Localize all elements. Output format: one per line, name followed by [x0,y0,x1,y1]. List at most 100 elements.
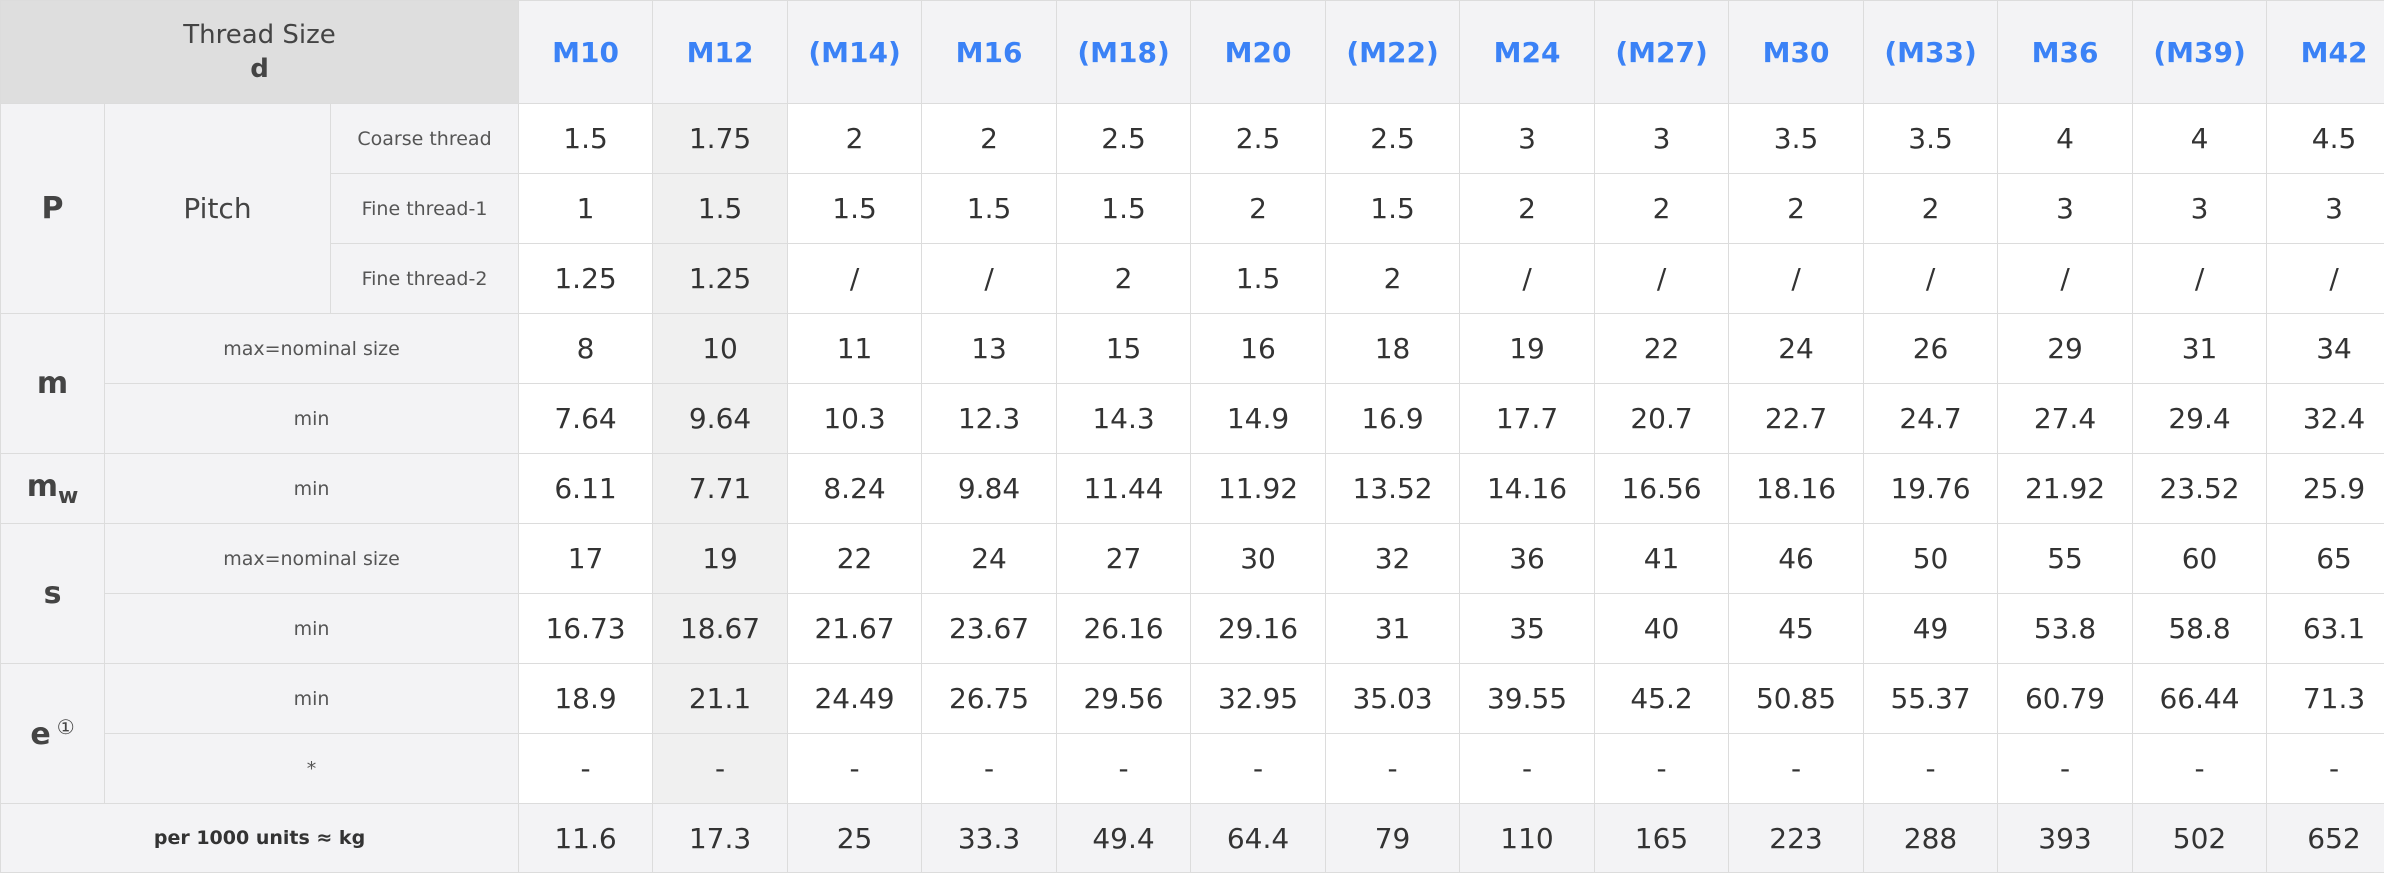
cell-fine2-m36: / [1997,243,2134,314]
cell-s-min-m24: 35 [1459,593,1596,664]
cell-e-min-m27: 45.2 [1594,663,1730,734]
cell-m-max-m30: 24 [1728,313,1865,384]
row-weight: per 1000 units ≈ kg 11.6 17.3 25 33.3 49.4 64… [0,803,2384,873]
cell-coarse-m18: 2.5 [1056,103,1192,174]
cell-fine2-m42: / [2266,243,2384,314]
cell-e-min-m16: 26.75 [921,663,1058,734]
cell-m-min-m18: 14.3 [1056,383,1192,454]
cell-m-max-m24: 19 [1459,313,1596,384]
cell-mw-min-m33: 19.76 [1863,453,1999,524]
pitch-symbol: P [0,103,105,314]
cell-m-max-m27: 22 [1594,313,1730,384]
e-symbol-letter: e [30,717,51,752]
cell-weight-m22: 79 [1325,803,1461,873]
cell-weight-m12: 17.3 [652,803,789,873]
cell-mw-min-m36: 21.92 [1997,453,2134,524]
cell-mw-min-m30: 18.16 [1728,453,1865,524]
cell-m-max-m20: 16 [1190,313,1327,384]
pitch-label: Pitch [104,103,331,314]
cell-m-max-m42: 34 [2266,313,2384,384]
cell-e-min-m20: 32.95 [1190,663,1327,734]
cell-s-max-m18: 27 [1056,523,1192,594]
cell-e-min-m33: 55.37 [1863,663,1999,734]
cell-e-min-m39: 66.44 [2132,663,2268,734]
cell-s-min-m42: 63.1 [2266,593,2384,664]
cell-m-max-m18: 15 [1056,313,1192,384]
mw-symbol-subscript: w [57,483,79,509]
cell-e-star-m33: - [1863,733,1999,804]
cell-weight-m10: 11.6 [518,803,654,873]
cell-fine1-m10: 1 [518,173,654,244]
cell-fine2-m14: / [787,243,923,314]
cell-e-star-m36: - [1997,733,2134,804]
cell-e-star-m39: - [2132,733,2268,804]
cell-fine2-m22: 2 [1325,243,1461,314]
cell-m-min-m10: 7.64 [518,383,654,454]
fine-thread-1-label: Fine thread-1 [329,173,520,244]
cell-e-star-m12: - [652,733,789,804]
cell-m-min-m14: 10.3 [787,383,923,454]
fine-thread-2-label: Fine thread-2 [329,243,520,314]
cell-m-min-m12: 9.64 [652,383,789,454]
e-min-label: min [103,663,520,734]
thread-size-m18: (M18) [1056,0,1192,104]
row-s-max: s max=nominal size 17 19 22 24 27 30 32 36 41 46 5… [0,523,2384,664]
cell-mw-min-m20: 11.92 [1190,453,1327,524]
mw-symbol: mw [0,453,105,524]
cell-fine1-m27: 2 [1594,173,1730,244]
cell-weight-m39: 502 [2132,803,2268,873]
cell-m-max-m36: 29 [1997,313,2134,384]
cell-m-max-m33: 26 [1863,313,1999,384]
cell-m-min-m30: 22.7 [1728,383,1865,454]
cell-s-max-m12: 19 [652,523,789,594]
cell-s-min-m18: 26.16 [1056,593,1192,664]
cell-e-min-m18: 29.56 [1056,663,1192,734]
cell-fine1-m16: 1.5 [921,173,1058,244]
cell-s-min-m12: 18.67 [652,593,789,664]
cell-m-max-m22: 18 [1325,313,1461,384]
cell-s-max-m30: 46 [1728,523,1865,594]
m-max-label: max=nominal size [103,313,520,384]
cell-m-min-m24: 17.7 [1459,383,1596,454]
cell-s-max-m14: 22 [787,523,923,594]
row-fine-thread-1: Fine thread-1 1 1.5 1.5 1.5 1.5 2 1.5 2 2 2 2 3 3 3 [1,173,2384,244]
cell-fine1-m33: 2 [1863,173,1999,244]
cell-weight-m24: 110 [1459,803,1596,873]
cell-fine2-m30: / [1728,243,1865,314]
cell-weight-m27: 165 [1594,803,1730,873]
cell-coarse-m42: 4.5 [2266,103,2384,174]
cell-m-min-m36: 27.4 [1997,383,2134,454]
cell-weight-m18: 49.4 [1056,803,1192,873]
cell-m-max-m12: 10 [652,313,789,384]
cell-m-min-m22: 16.9 [1325,383,1461,454]
e-star-label: * [103,733,520,804]
cell-fine1-m36: 3 [1997,173,2134,244]
cell-e-min-m42: 71.3 [2266,663,2384,734]
cell-fine1-m12: 1.5 [652,173,789,244]
cell-m-min-m42: 32.4 [2266,383,2384,454]
cell-s-max-m33: 50 [1863,523,1999,594]
thread-size-m10: M10 [518,0,654,104]
cell-s-min-m30: 45 [1728,593,1865,664]
cell-weight-m30: 223 [1728,803,1865,873]
cell-s-max-m42: 65 [2266,523,2384,594]
thread-size-m20: M20 [1190,0,1327,104]
cell-e-star-m42: - [2266,733,2384,804]
row-m-max: m max=nominal size 8 10 11 13 15 16 18 19 22 24 26… [0,313,2384,454]
s-symbol: s [0,523,105,664]
coarse-thread-label: Coarse thread [329,103,520,174]
thread-size-m36: M36 [1997,0,2134,104]
thread-size-m39: (M39) [2132,0,2268,104]
cell-s-max-m36: 55 [1997,523,2134,594]
cell-mw-min-m18: 11.44 [1056,453,1192,524]
weight-label: per 1000 units ≈ kg [0,803,520,873]
cell-coarse-m27: 3 [1594,103,1730,174]
cell-s-min-m14: 21.67 [787,593,923,664]
cell-fine2-m18: 2 [1056,243,1192,314]
cell-mw-min-m24: 14.16 [1459,453,1596,524]
cell-m-min-m39: 29.4 [2132,383,2268,454]
cell-fine2-m39: / [2132,243,2268,314]
cell-s-max-m22: 32 [1325,523,1461,594]
